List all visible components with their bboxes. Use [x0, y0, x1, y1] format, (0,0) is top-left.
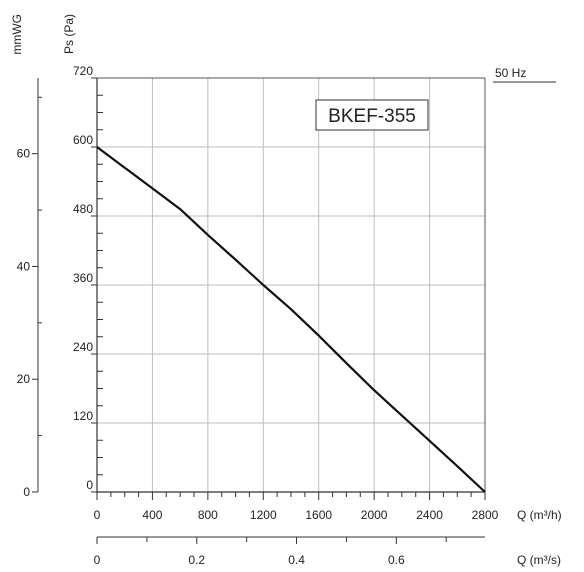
x-tick-label: 400: [142, 508, 162, 522]
pa-axis: 0 120 240 360 480 600 720: [73, 64, 103, 493]
pa-tick-label: 120: [73, 409, 93, 423]
x-axis-m3h: 0 400 800 1200 1600 2000 2400 2800: [94, 492, 499, 522]
x2-tick-label: 0.2: [188, 553, 205, 567]
x-tick-label: 2000: [361, 508, 388, 522]
frequency-label: 50 Hz: [495, 66, 526, 80]
x-tick-label: 800: [198, 508, 218, 522]
mmwg-tick-label: 60: [17, 147, 31, 161]
pa-tick-label: 600: [73, 133, 93, 147]
x-tick-label: 1600: [305, 508, 332, 522]
pa-tick-label: 240: [73, 340, 93, 354]
series-line-0: [96, 146, 486, 493]
model-label-box: [315, 99, 429, 131]
x-axis-label: Q (m³/h): [517, 508, 562, 522]
grid: [97, 78, 485, 492]
mmwg-axis: 0 20 40 60: [17, 78, 42, 499]
x2-tick-label: 0.6: [388, 553, 405, 567]
pa-tick-label: 0: [86, 478, 93, 492]
x-tick-label: 1200: [250, 508, 277, 522]
x-tick-label: 0: [94, 508, 101, 522]
pa-tick-label: 480: [73, 202, 93, 216]
mmwg-tick-label: 0: [23, 485, 30, 499]
left-axis-label: Ps (Pa): [62, 14, 76, 54]
outer-axis-label: mmWG: [10, 14, 24, 55]
x-tick-label: 2800: [472, 508, 499, 522]
model-label: BKEF-355: [328, 106, 416, 127]
mmwg-tick-label: 20: [17, 372, 31, 386]
x-tick-label: 2400: [416, 508, 443, 522]
series-layer: [96, 146, 486, 493]
x-axis-m3s: 0 0.2 0.4 0.6: [94, 536, 485, 567]
x2-axis-label: Q (m³/s): [517, 553, 561, 567]
pa-tick-label: 720: [73, 64, 93, 78]
x2-tick-label: 0.4: [288, 553, 305, 567]
x2-tick-label: 0: [94, 553, 101, 567]
pa-tick-label: 360: [73, 271, 93, 285]
mmwg-tick-label: 40: [17, 259, 31, 273]
